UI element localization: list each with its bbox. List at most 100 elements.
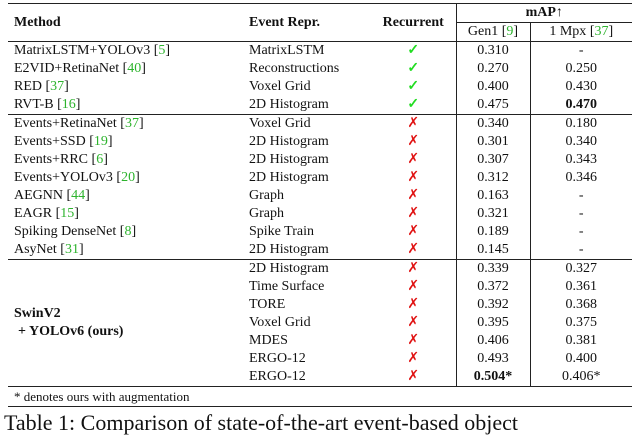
gen1-map-cell: 0.395 [455, 314, 530, 332]
check-icon: ✓ [407, 97, 420, 112]
event-repr-cell: Graph [249, 206, 284, 221]
gen1-map-cell: 0.504* [455, 368, 530, 387]
table-row: Voxel Grid ✗ 0.395 0.375 [8, 314, 633, 332]
mpx-map-cell: 0.250 [529, 60, 633, 78]
gen1-map-cell: 0.493 [455, 350, 530, 368]
table-row: Events+RetinaNet [37] Voxel Grid ✗ 0.340… [8, 114, 633, 133]
citation-link[interactable]: 6 [96, 152, 104, 167]
method-cell: Spiking DenseNet [8] [14, 224, 137, 239]
event-repr-cell: MatrixLSTM [243, 41, 371, 60]
table-row: ERGO-12 ✗ 0.493 0.400 [8, 350, 633, 368]
mpx-map-cell: - [529, 241, 633, 260]
citation-link[interactable]: 15 [60, 206, 75, 221]
citation-link[interactable]: 37 [50, 79, 65, 94]
event-repr-cell: 2D Histogram [249, 152, 329, 167]
cross-icon: ✗ [407, 279, 420, 294]
table-row: MatrixLSTM+YOLOv3 [5] MatrixLSTM ✓ 0.310… [8, 41, 633, 60]
table-row: MDES ✗ 0.406 0.381 [8, 332, 633, 350]
cross-icon: ✗ [407, 188, 420, 203]
cross-icon: ✗ [371, 114, 456, 133]
footnote: * denotes ours with augmentation [8, 386, 633, 407]
gen1-map-cell: 0.400 [455, 78, 530, 96]
results-table: Method Event Repr. Recurrent mAP↑ Gen1 [… [8, 3, 633, 407]
table-row: E2VID+RetinaNet [40] Reconstructions ✓ 0… [8, 60, 633, 78]
event-repr-cell: TORE [249, 297, 286, 312]
mpx-map-cell: 0.343 [529, 151, 633, 169]
table-row: Time Surface ✗ 0.372 0.361 [8, 278, 633, 296]
check-icon: ✓ [407, 61, 420, 76]
citation-link[interactable]: 19 [93, 134, 108, 149]
mpx-map-cell: 0.340 [529, 133, 633, 151]
citation-link[interactable]: 8 [124, 224, 132, 239]
gen1-map-cell: 0.340 [455, 114, 530, 133]
gen1-map-cell: 0.301 [455, 133, 530, 151]
mpx-map-cell: - [529, 223, 633, 241]
method-cell: E2VID+RetinaNet [40] [14, 61, 146, 76]
method-cell: AsyNet [31] [14, 242, 84, 257]
cross-icon: ✗ [407, 134, 420, 149]
gen1-map-cell: 0.321 [455, 205, 530, 223]
gen1-map-cell: 0.189 [455, 223, 530, 241]
mpx-map-cell: 0.406* [529, 368, 633, 387]
cross-icon: ✗ [407, 315, 420, 330]
event-repr-cell: Graph [249, 188, 284, 203]
gen1-map-cell: 0.145 [455, 241, 530, 260]
mpx-map-cell: 0.400 [529, 350, 633, 368]
table-row: ERGO-12 ✗ 0.504* 0.406* [8, 368, 633, 387]
event-repr-cell: 2D Histogram [249, 170, 329, 185]
mpx-map-cell: - [529, 187, 633, 205]
check-icon: ✓ [371, 41, 456, 60]
citation-link[interactable]: 37 [594, 24, 609, 39]
gen1-map-cell: 0.392 [455, 296, 530, 314]
event-repr-cell: Time Surface [249, 279, 325, 294]
citation-link[interactable]: 44 [71, 188, 86, 203]
method-cell: Events+YOLOv3 [20] [14, 170, 140, 185]
citation-link[interactable]: 16 [61, 97, 76, 112]
event-repr-cell: Spike Train [249, 224, 314, 239]
event-repr-cell: 2D Histogram [249, 97, 329, 112]
gen1-map-cell: 0.307 [455, 151, 530, 169]
mpx-map-cell: 0.430 [529, 78, 633, 96]
event-repr-cell: ERGO-12 [249, 369, 306, 384]
header-1mpx: 1 Mpx [37] [529, 22, 633, 42]
mpx-map-cell: 0.368 [529, 296, 633, 314]
mpx-map-cell: - [529, 205, 633, 223]
mpx-map-cell: 0.381 [529, 332, 633, 350]
citation-link[interactable]: 20 [121, 170, 136, 185]
citation-link[interactable]: 37 [124, 116, 139, 131]
table-caption: Table 1: Comparison of state-of-the-art … [4, 410, 519, 435]
method-cell: EAGR [15] [14, 206, 79, 221]
method-cell: MatrixLSTM+YOLOv3 [5] [8, 41, 243, 60]
method-cell: RVT-B [16] [14, 97, 81, 112]
gen1-map-cell: 0.372 [455, 278, 530, 296]
non-recurrent-methods-group: Events+RetinaNet [37] Voxel Grid ✗ 0.340… [8, 114, 633, 260]
header-method: Method [8, 3, 243, 42]
table-row: Spiking DenseNet [8] Spike Train ✗ 0.189… [8, 223, 633, 241]
method-cell: Events+RetinaNet [37] [8, 114, 243, 133]
cross-icon: ✗ [371, 259, 456, 278]
ours-method-cell: SwinV2 + YOLOv6 (ours) [8, 259, 243, 387]
mpx-map-cell: 0.470 [529, 96, 633, 115]
mpx-map-cell: 0.327 [529, 259, 633, 278]
table-row: AEGNN [44] Graph ✗ 0.163 - [8, 187, 633, 205]
citation-link[interactable]: 5 [158, 43, 166, 58]
table-row: SwinV2 + YOLOv6 (ours) 2D Histogram ✗ 0.3… [8, 259, 633, 387]
event-repr-cell: Voxel Grid [249, 79, 311, 94]
mpx-map-cell: - [529, 41, 633, 60]
table-row: RED [37] Voxel Grid ✓ 0.400 0.430 [8, 78, 633, 96]
table-row: AsyNet [31] 2D Histogram ✗ 0.145 - [8, 241, 633, 260]
event-repr-cell: Voxel Grid [243, 114, 371, 133]
cross-icon: ✗ [407, 351, 420, 366]
method-cell: Events+RRC [6] [14, 152, 108, 167]
ours-group: SwinV2 + YOLOv6 (ours) 2D Histogram ✗ 0.3… [8, 259, 633, 387]
table-row: RVT-B [16] 2D Histogram ✓ 0.475 0.470 [8, 96, 633, 115]
event-repr-cell: 2D Histogram [249, 242, 329, 257]
gen1-map-cell: 0.310 [455, 41, 530, 60]
citation-link[interactable]: 31 [64, 242, 79, 257]
gen1-map-cell: 0.406 [455, 332, 530, 350]
citation-link[interactable]: 9 [506, 24, 514, 39]
header-recurrent: Recurrent [371, 3, 456, 42]
citation-link[interactable]: 40 [127, 61, 142, 76]
cross-icon: ✗ [407, 333, 420, 348]
table-row: EAGR [15] Graph ✗ 0.321 - [8, 205, 633, 223]
